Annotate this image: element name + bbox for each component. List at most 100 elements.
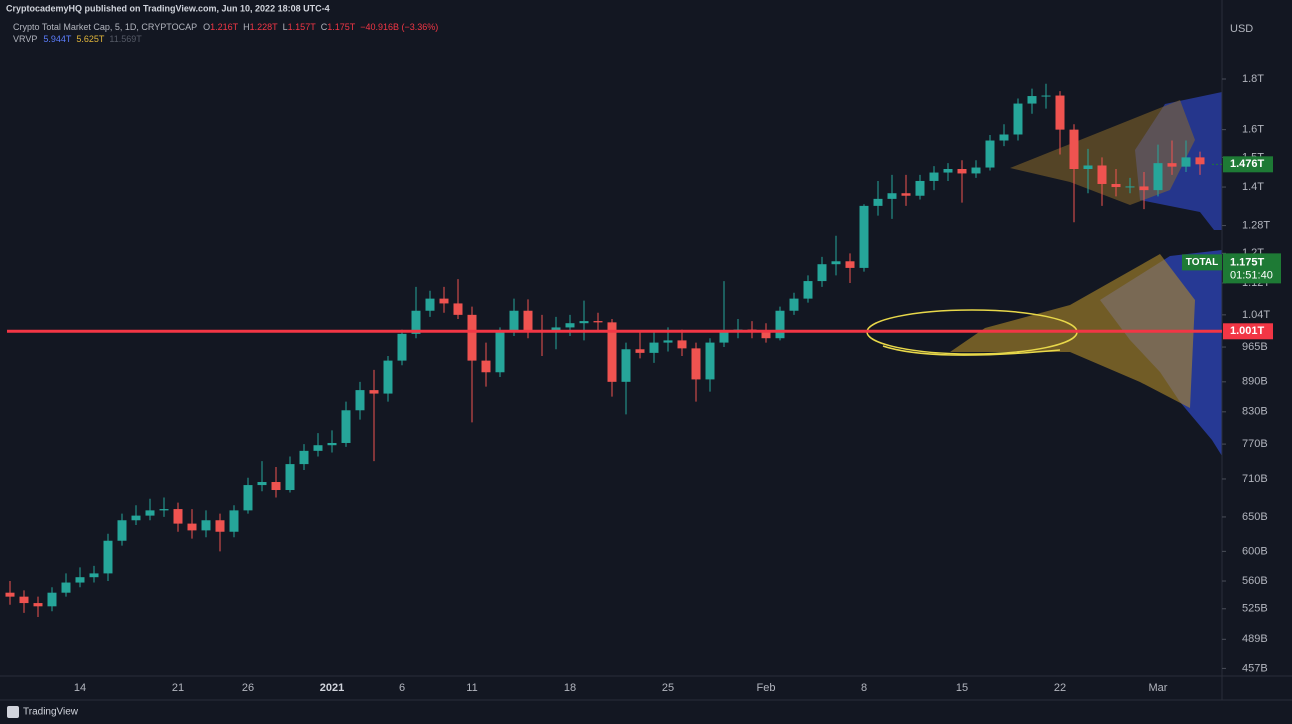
- x-tick-label: 6: [399, 682, 405, 694]
- candle-body: [649, 342, 659, 353]
- change: −40.916B (−3.36%): [360, 22, 438, 32]
- ohlc-label: H: [243, 22, 250, 32]
- candle-body: [453, 303, 463, 315]
- candle-body: [117, 520, 127, 541]
- x-tick-label: 15: [956, 682, 968, 694]
- candle-body: [943, 169, 953, 173]
- candle-body: [579, 321, 589, 324]
- candle-body: [929, 172, 939, 181]
- candle-body: [901, 193, 911, 196]
- x-tick-label: 14: [74, 682, 86, 694]
- price-label-box: [1223, 323, 1273, 340]
- candle-body: [201, 520, 211, 531]
- candle-body: [691, 348, 701, 380]
- axis-unit: USD: [1230, 23, 1253, 35]
- x-tick-label: 21: [172, 682, 184, 694]
- candle-body: [1125, 186, 1135, 188]
- price-label-box: [1223, 156, 1273, 173]
- indicator-value: 5.625T: [76, 34, 105, 44]
- candle-body: [915, 180, 925, 196]
- candle-body: [635, 349, 645, 353]
- candle-body: [663, 340, 673, 343]
- candle-body: [47, 592, 57, 607]
- candle-body: [985, 140, 995, 168]
- candle-body: [1181, 157, 1191, 167]
- candle-body: [299, 450, 309, 465]
- candle-body: [355, 390, 365, 411]
- y-tick-label: 710B: [1242, 473, 1268, 485]
- candle-body: [999, 134, 1009, 141]
- symbol-line: Crypto Total Market Cap, 5, 1D, CRYPTOCA…: [13, 22, 438, 32]
- y-tick-label: 965B: [1242, 341, 1268, 353]
- x-tick-label: Mar: [1149, 682, 1168, 694]
- y-tick-label: 1.04T: [1242, 309, 1270, 321]
- ohlc-value: 1.228T: [250, 22, 279, 32]
- candle-body: [243, 485, 253, 511]
- y-tick-label: 457B: [1242, 662, 1268, 674]
- candle-body: [61, 582, 71, 593]
- candle-body: [173, 509, 183, 524]
- candle-body: [439, 298, 449, 304]
- x-tick-label: 26: [242, 682, 254, 694]
- candle-body: [817, 264, 827, 282]
- x-tick-label: 25: [662, 682, 674, 694]
- candle-body: [411, 310, 421, 334]
- ohlc-value: 1.216T: [210, 22, 239, 32]
- candle-body: [285, 464, 295, 491]
- candle-body: [761, 331, 771, 339]
- price-label: 1.476T: [1230, 158, 1265, 170]
- candle-body: [369, 390, 379, 394]
- candle-body: [425, 298, 435, 311]
- x-tick-label: 22: [1054, 682, 1066, 694]
- candle-body: [383, 360, 393, 394]
- candle-body: [495, 331, 505, 373]
- candle-body: [89, 573, 99, 578]
- indicator-value: 11.569T: [109, 34, 142, 44]
- total-name-box: [1182, 254, 1222, 271]
- x-tick-label: 18: [564, 682, 576, 694]
- y-tick-label: 1.6T: [1242, 124, 1264, 136]
- y-tick-label: 489B: [1242, 633, 1268, 645]
- y-tick-label: 1.28T: [1242, 219, 1270, 231]
- candle-body: [215, 520, 225, 532]
- indicator: VRVP: [13, 34, 37, 44]
- candle-body: [19, 596, 29, 604]
- candle-body: [551, 327, 561, 332]
- y-tick-label: 1.4T: [1242, 181, 1264, 193]
- candle-body: [1083, 165, 1093, 170]
- ohlc-label: O: [203, 22, 210, 32]
- candle-body: [719, 331, 729, 343]
- candle-body: [677, 340, 687, 349]
- countdown: 01:51:40: [1230, 269, 1273, 281]
- candle-body: [1195, 157, 1205, 165]
- y-tick-label: 770B: [1242, 438, 1268, 450]
- x-tick-label: 11: [466, 682, 477, 694]
- ohlc-label: C: [321, 22, 328, 32]
- symbol: Crypto Total Market Cap, 5, 1D, CRYPTOCA…: [13, 22, 197, 32]
- candle-body: [957, 169, 967, 174]
- candle-body: [831, 261, 841, 265]
- candle-body: [33, 603, 43, 607]
- plot-area: [5, 83, 1205, 618]
- y-tick-label: 830B: [1242, 406, 1268, 418]
- candle-body: [705, 342, 715, 380]
- candle-body: [159, 509, 169, 511]
- candle-body: [509, 310, 519, 332]
- candle-body: [271, 482, 281, 491]
- volume-profile: [950, 92, 1222, 456]
- candle-body: [75, 577, 85, 583]
- candle-body: [887, 193, 897, 199]
- y-tick-label: 890B: [1242, 376, 1268, 388]
- candle-body: [467, 314, 477, 361]
- candle-body: [1069, 129, 1079, 170]
- candle-body: [1097, 165, 1107, 184]
- y-tick-label: 525B: [1242, 603, 1268, 615]
- candle-body: [873, 198, 883, 206]
- candle-body: [187, 523, 197, 531]
- x-tick-label: 8: [861, 682, 867, 694]
- candle-body: [621, 349, 631, 382]
- candle-body: [313, 445, 323, 451]
- price-label: 1.001T: [1230, 325, 1265, 337]
